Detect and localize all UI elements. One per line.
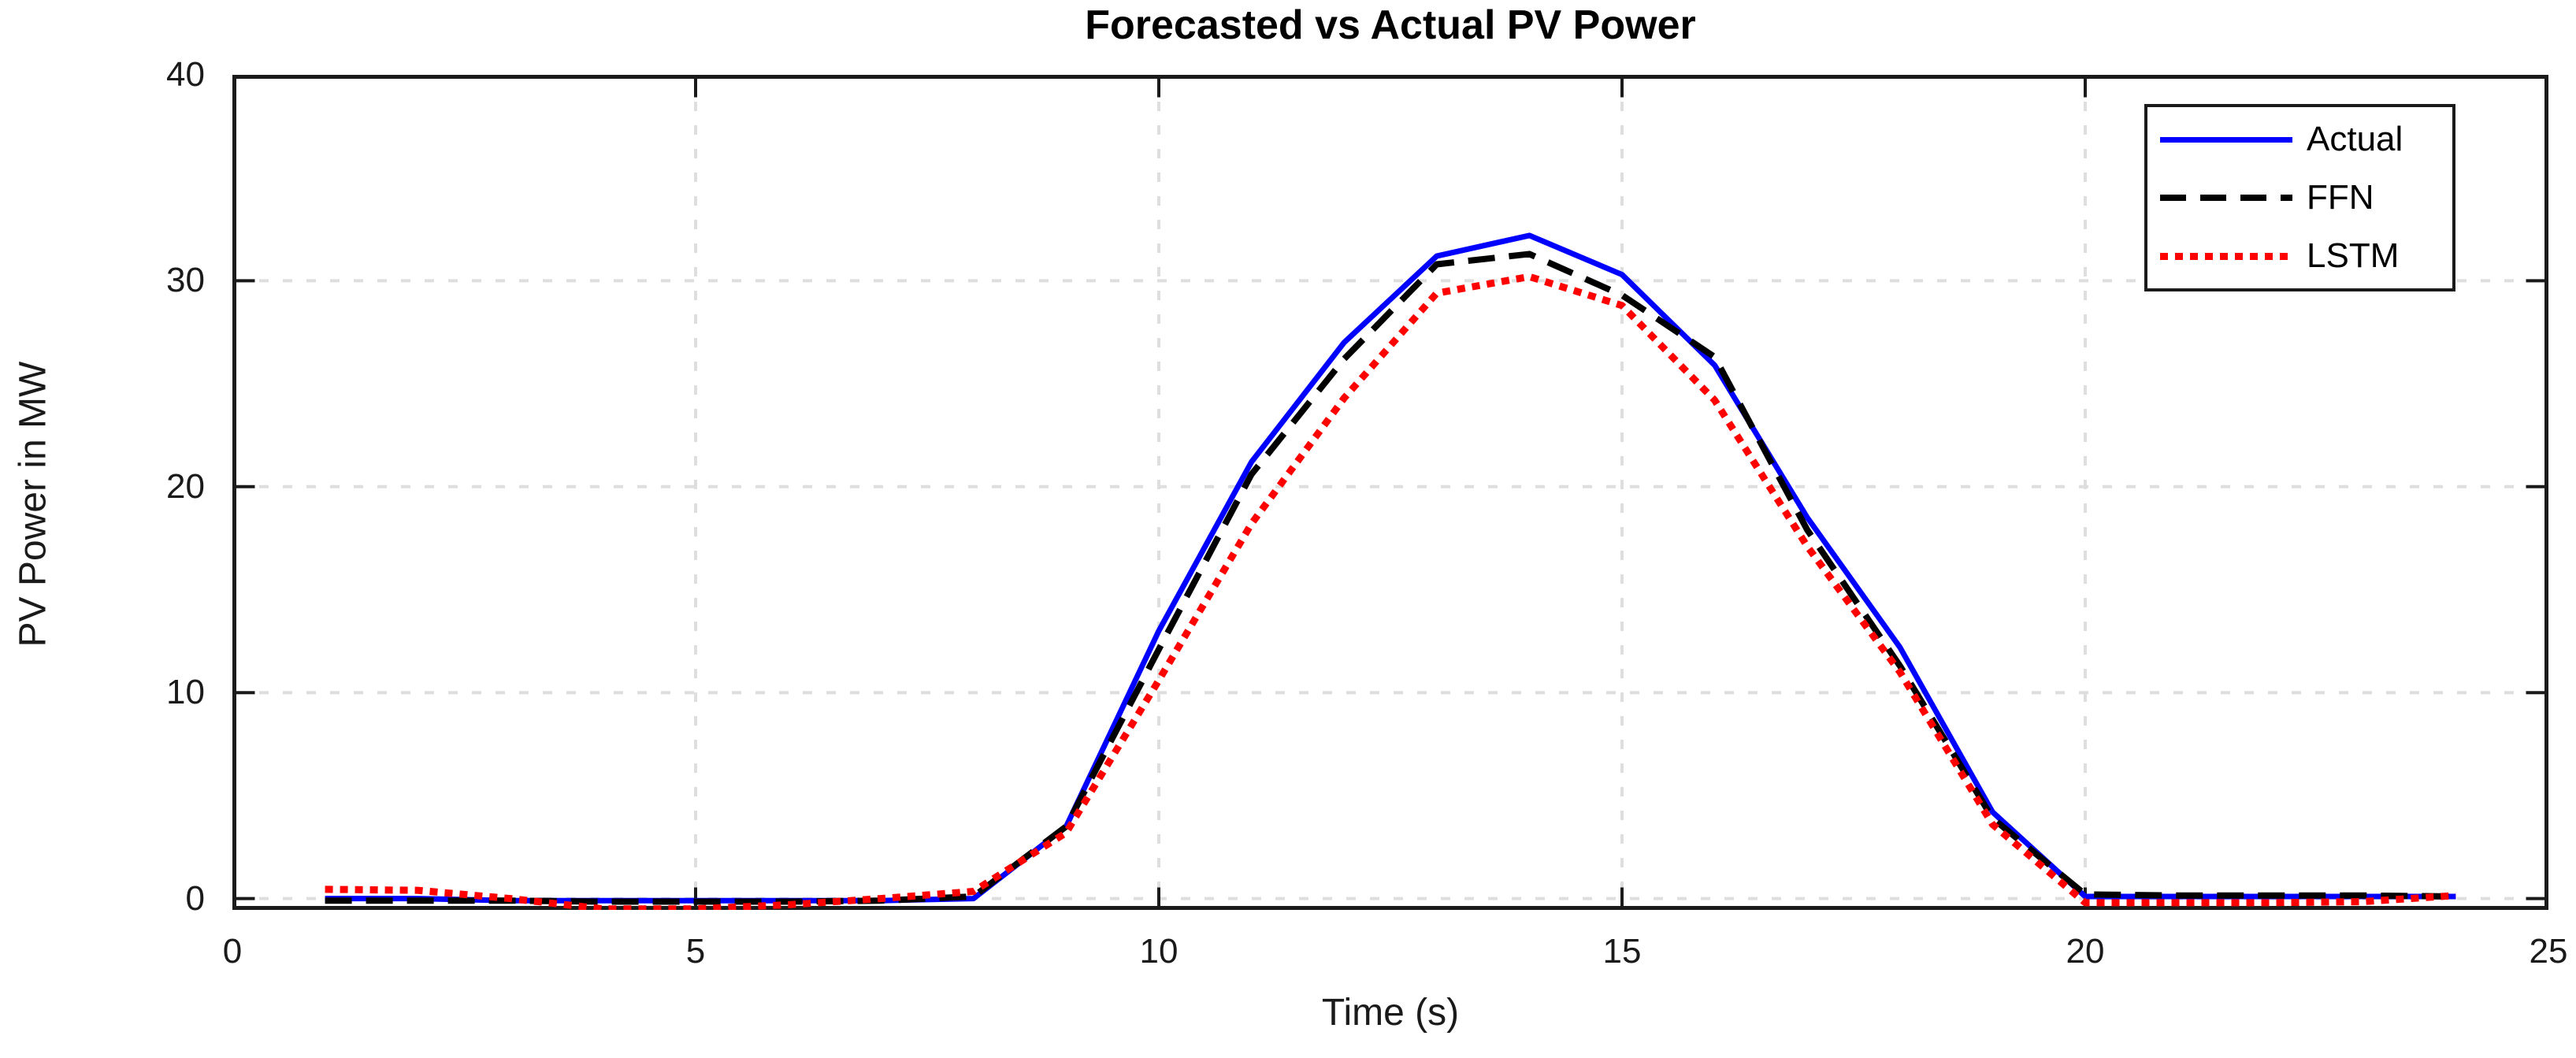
y-tick-label-30: 30 — [166, 261, 205, 300]
plot-area — [232, 75, 2548, 910]
y-tick-label-0: 0 — [185, 878, 205, 918]
x-tick-label-10: 10 — [1139, 932, 1179, 971]
legend-entry-ffn: FFN — [2147, 178, 2452, 217]
x-tick-label-5: 5 — [685, 932, 706, 971]
legend-label-actual: Actual — [2307, 120, 2403, 158]
y-tick-label-20: 20 — [166, 466, 205, 506]
lstm-line-swatch — [2160, 252, 2292, 260]
x-tick-label-25: 25 — [2529, 932, 2568, 971]
x-tick-label-20: 20 — [2066, 932, 2105, 971]
series-line-ffn — [325, 251, 2456, 905]
y-tick-label-10: 10 — [166, 673, 205, 712]
ffn-line-swatch — [2160, 195, 2292, 201]
actual-line-swatch — [2160, 136, 2292, 143]
legend-label-ffn: FFN — [2307, 178, 2374, 217]
legend-entry-actual: Actual — [2147, 120, 2452, 159]
series-line-actual — [325, 232, 2456, 904]
legend-box: Actual FFN LSTM — [2144, 104, 2455, 291]
x-tick-label-0: 0 — [222, 932, 243, 971]
legend-entry-lstm: LSTM — [2147, 236, 2452, 276]
axes-border — [232, 75, 2548, 910]
series-line-lstm — [325, 273, 2456, 910]
y-tick-label-40: 40 — [166, 55, 205, 94]
x-tick-label-15: 15 — [1602, 932, 1642, 971]
x-axis-label: Time (s) — [1321, 992, 1460, 1034]
y-axis-label: PV Power in MW — [12, 361, 54, 648]
legend-label-lstm: LSTM — [2307, 236, 2400, 275]
chart-title: Forecasted vs Actual PV Power — [1085, 2, 1696, 48]
